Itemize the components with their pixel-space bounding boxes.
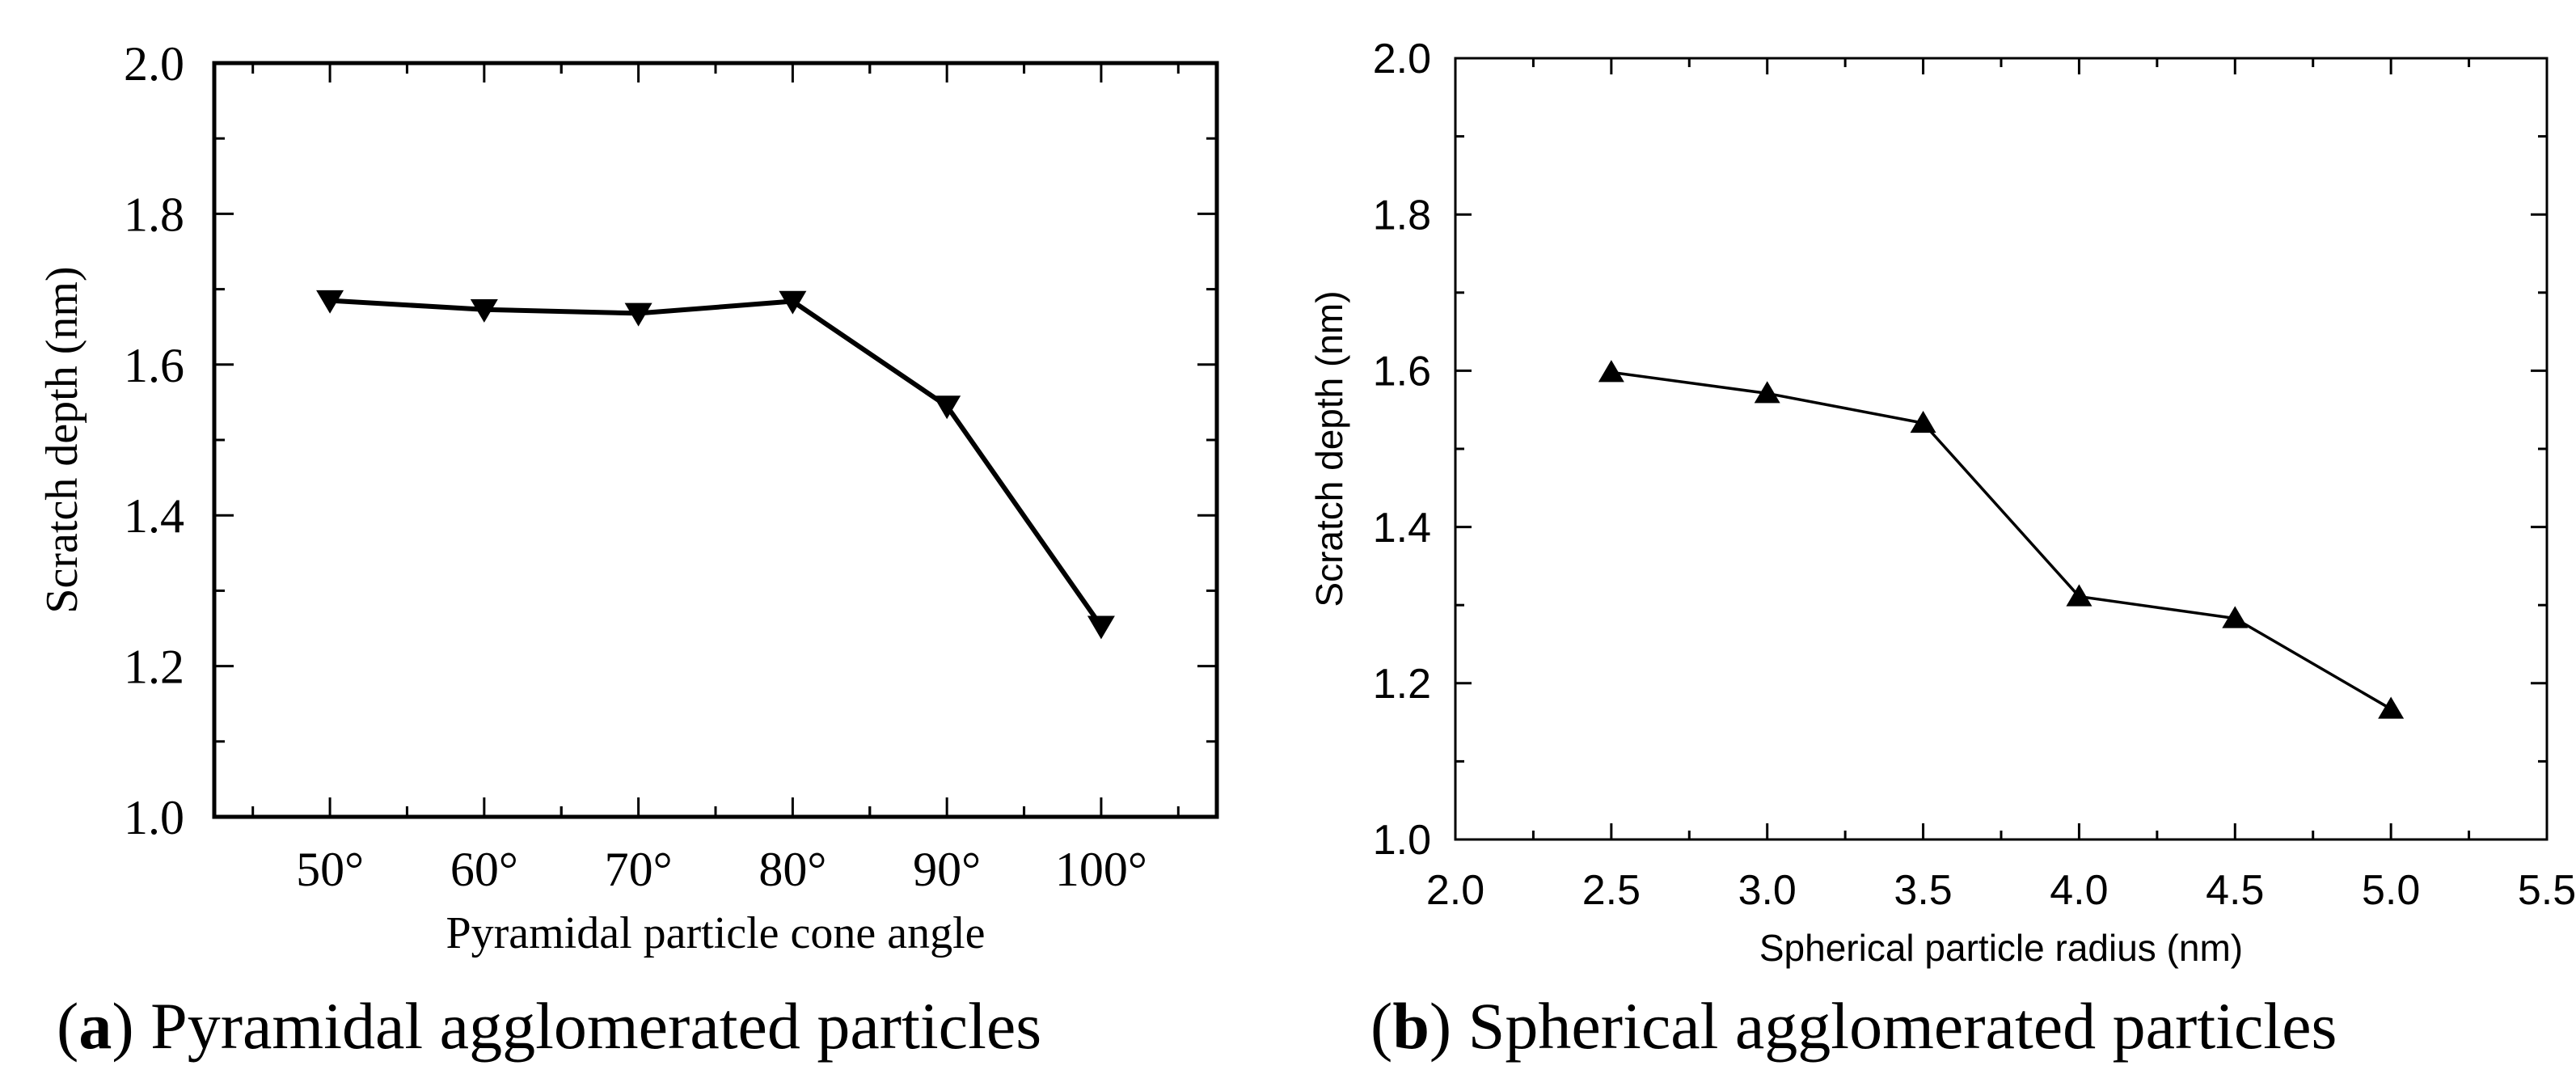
- y-tick-label-a: 1.4: [124, 489, 184, 543]
- caption-b-letter: b: [1392, 989, 1429, 1063]
- x-tick-label-b: 4.5: [2206, 867, 2264, 914]
- y-tick-label-b: 1.2: [1373, 661, 1431, 708]
- x-tick-label-a: 60°: [450, 843, 518, 896]
- x-axis-label-a: Pyramidal particle cone angle: [446, 908, 985, 958]
- y-tick-label-b: 1.6: [1373, 349, 1431, 395]
- x-tick-label-b: 5.0: [2362, 867, 2420, 914]
- data-point-b: [2222, 606, 2249, 628]
- caption-b-text: Spherical agglomerated particles: [1467, 989, 2337, 1063]
- data-point-a: [933, 395, 961, 420]
- data-point-b: [1754, 381, 1780, 404]
- caption-a-letter: a: [78, 989, 112, 1063]
- x-tick-label-a: 70°: [605, 843, 673, 896]
- x-tick-label-b: 3.5: [1894, 867, 1952, 914]
- data-point-b: [2066, 584, 2092, 607]
- caption-b: (b) Spherical agglomerated particles: [1370, 989, 2337, 1063]
- y-tick-label-a: 1.0: [124, 791, 184, 844]
- x-axis-label-b: Spherical particle radius (nm): [1759, 927, 2243, 969]
- x-tick-label-a: 50°: [296, 843, 364, 896]
- y-tick-label-a: 1.2: [124, 641, 184, 694]
- y-axis-label-b: Scratch depth (nm): [1308, 290, 1350, 607]
- data-point-a: [779, 290, 807, 315]
- y-tick-label-b: 1.0: [1373, 817, 1431, 864]
- x-tick-label-a: 90°: [913, 843, 981, 896]
- y-tick-label-b: 1.4: [1373, 505, 1431, 552]
- y-tick-label-a: 1.6: [124, 339, 184, 392]
- data-point-b: [2378, 696, 2405, 719]
- data-point-a: [624, 302, 652, 327]
- y-tick-label-a: 2.0: [124, 37, 184, 91]
- series-line-b: [1611, 370, 2392, 711]
- plot-frame-a: [212, 61, 1219, 819]
- plot-frame-b: [1454, 57, 2549, 841]
- series-line-a: [329, 298, 1104, 628]
- y-axis-label-a: Scratch depth (nm): [37, 266, 87, 613]
- x-tick-label-a: 100°: [1055, 843, 1147, 896]
- data-point-b: [1598, 360, 1624, 383]
- x-tick-label-b: 3.0: [1738, 867, 1797, 914]
- y-tick-label-b: 1.8: [1373, 192, 1431, 239]
- caption-a-text: Pyramidal agglomerated particles: [150, 989, 1042, 1063]
- data-point-a: [470, 299, 498, 323]
- data-point-a: [1087, 615, 1115, 640]
- caption-a: (a) Pyramidal agglomerated particles: [57, 989, 1042, 1063]
- x-tick-label-b: 5.5: [2518, 867, 2576, 914]
- x-tick-label-b: 4.0: [2050, 867, 2108, 914]
- x-tick-label-a: 80°: [758, 843, 826, 896]
- data-point-a: [316, 290, 344, 314]
- x-tick-label-b: 2.5: [1582, 867, 1641, 914]
- x-tick-label-b: 2.0: [1426, 867, 1484, 914]
- y-tick-label-b: 2.0: [1373, 36, 1431, 82]
- y-tick-label-a: 1.8: [124, 188, 184, 241]
- data-point-b: [1910, 410, 1936, 433]
